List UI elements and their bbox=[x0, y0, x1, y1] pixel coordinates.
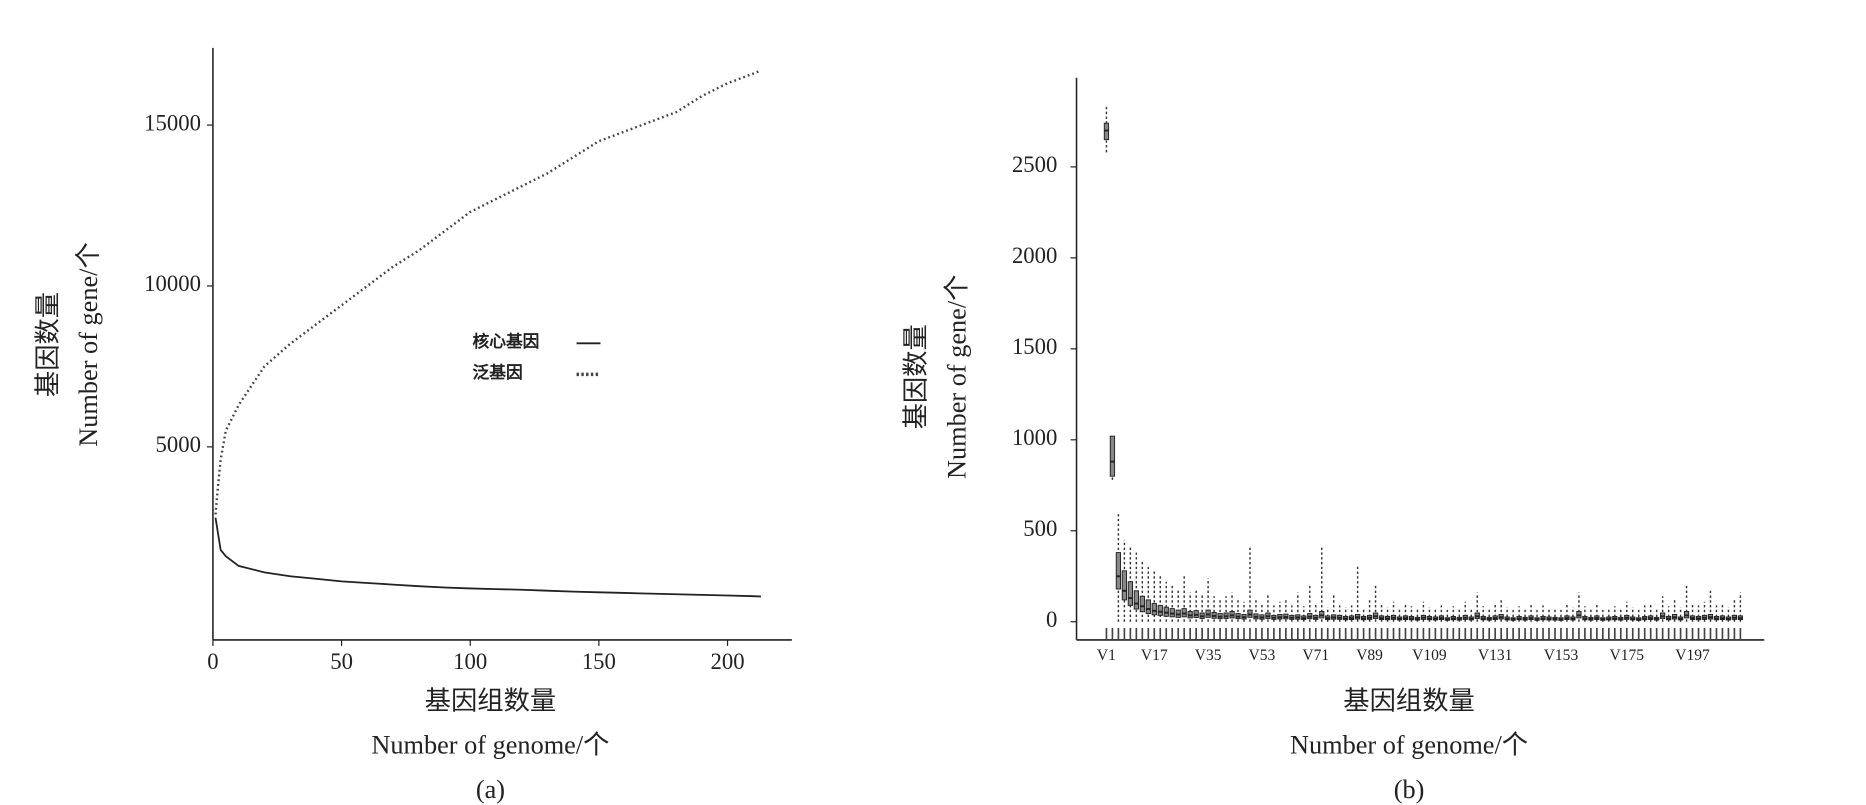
x-tick-label: V153 bbox=[1544, 647, 1579, 664]
x-tick-label: V1 bbox=[1097, 647, 1116, 664]
x-axis-label: Number of genome/个 bbox=[1290, 731, 1528, 760]
x-tick-label: V17 bbox=[1141, 647, 1168, 664]
box bbox=[1109, 435, 1116, 477]
caption: (b) bbox=[1394, 775, 1425, 804]
box bbox=[1157, 604, 1163, 616]
x-tick-label: 50 bbox=[330, 649, 353, 674]
x-tick-label: V109 bbox=[1412, 647, 1447, 664]
x-axis-label: 基因组数量 bbox=[425, 686, 556, 715]
x-axis-label: 基因组数量 bbox=[1343, 686, 1474, 715]
x-tick-label: 200 bbox=[710, 649, 744, 674]
x-tick-label: V53 bbox=[1249, 647, 1276, 664]
series-line bbox=[214, 517, 762, 598]
y-tick-label: 500 bbox=[1023, 516, 1057, 541]
box bbox=[1115, 552, 1122, 590]
y-axis-label: Number of gene/个 bbox=[942, 275, 971, 479]
x-tick-label: V89 bbox=[1356, 647, 1383, 664]
x-tick-label: 0 bbox=[207, 649, 218, 674]
x-tick-label: 150 bbox=[582, 649, 616, 674]
x-tick-label: V197 bbox=[1675, 647, 1710, 664]
legend-label: 泛基因 bbox=[472, 362, 522, 382]
y-tick-label: 10000 bbox=[144, 271, 201, 296]
legend-label: 核心基因 bbox=[472, 331, 539, 351]
box bbox=[1133, 590, 1139, 610]
y-tick-label: 1000 bbox=[1012, 425, 1057, 450]
y-tick-label: 0 bbox=[1046, 607, 1057, 632]
caption: (a) bbox=[476, 775, 505, 804]
y-tick-label: 5000 bbox=[156, 432, 201, 457]
x-tick-label: V131 bbox=[1478, 647, 1513, 664]
box bbox=[1127, 581, 1133, 606]
y-axis-label: 基因数量 bbox=[33, 292, 62, 397]
x-tick-label: V35 bbox=[1195, 647, 1222, 664]
box bbox=[1145, 599, 1151, 615]
x-axis-label: Number of genome/个 bbox=[371, 731, 609, 760]
y-axis-label: Number of gene/个 bbox=[74, 242, 103, 446]
y-tick-label: 15000 bbox=[144, 110, 201, 135]
x-tick-label: V175 bbox=[1610, 647, 1645, 664]
y-tick-label: 2500 bbox=[1012, 152, 1057, 177]
box bbox=[1139, 595, 1145, 613]
x-tick-label: V71 bbox=[1302, 647, 1329, 664]
box bbox=[1151, 603, 1157, 616]
series-line bbox=[214, 69, 762, 515]
y-tick-label: 1500 bbox=[1012, 334, 1057, 359]
y-axis-label: 基因数量 bbox=[902, 324, 931, 429]
y-tick-label: 2000 bbox=[1012, 243, 1057, 268]
x-tick-label: 100 bbox=[453, 649, 487, 674]
box bbox=[1121, 570, 1128, 601]
